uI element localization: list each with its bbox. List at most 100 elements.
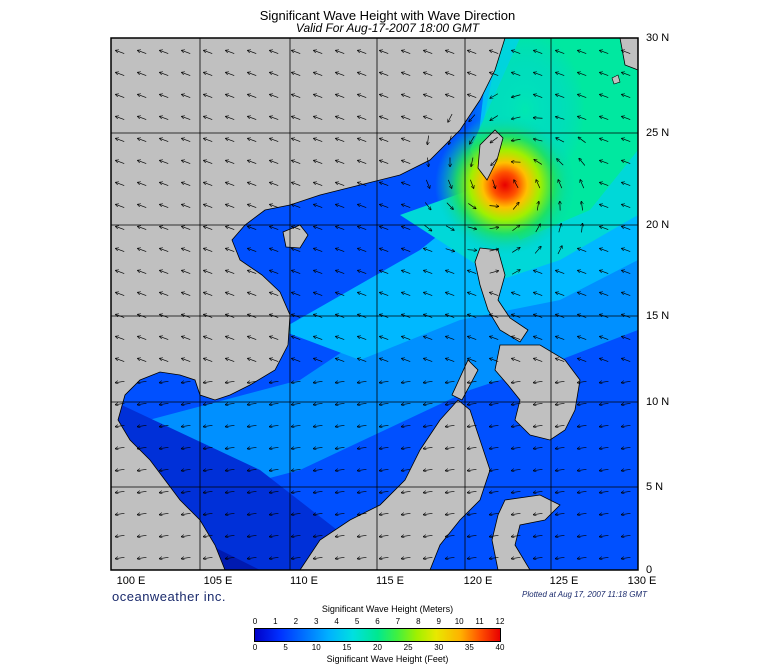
wave-arrow — [182, 469, 191, 470]
wave-arrow — [424, 292, 433, 296]
wave-arrow — [490, 491, 499, 492]
wave-arrow — [402, 94, 411, 98]
wave-arrow — [270, 336, 279, 340]
colorbar-feet-tick: 40 — [495, 643, 505, 652]
wave-arrow — [226, 248, 235, 252]
wave-arrow — [160, 94, 169, 98]
wave-arrow — [226, 314, 235, 318]
wave-arrow — [512, 535, 521, 536]
wave-arrow — [314, 248, 323, 252]
wave-arrow — [160, 336, 169, 340]
wave-arrow — [160, 314, 169, 318]
wave-arrow — [424, 248, 433, 252]
wave-arrow — [336, 469, 345, 470]
wave-arrow — [270, 314, 279, 318]
wave-arrow — [314, 116, 323, 120]
wave-arrow — [138, 425, 147, 426]
wave-arrow — [182, 403, 191, 404]
wave-arrow — [270, 358, 279, 362]
wave-arrow — [556, 336, 565, 340]
wave-arrow — [490, 292, 499, 296]
wave-arrow — [512, 381, 521, 382]
wave-arrow — [424, 224, 431, 231]
wave-arrow — [336, 226, 345, 230]
wave-arrow — [358, 358, 367, 362]
wave-arrow — [182, 94, 191, 98]
wave-arrow — [380, 94, 389, 98]
wave-arrow — [358, 314, 367, 318]
wave-arrow — [578, 292, 587, 296]
wave-arrow — [116, 513, 125, 514]
wave-arrow — [468, 292, 477, 296]
wave-arrow — [358, 403, 367, 404]
wave-arrow — [204, 270, 213, 274]
wave-arrow — [204, 292, 213, 296]
wave-arrow — [336, 72, 345, 76]
wave-arrow — [182, 248, 191, 252]
wave-direction-arrows — [116, 50, 631, 558]
wave-arrow — [314, 160, 323, 164]
wave-arrow — [138, 292, 147, 296]
wave-arrow — [380, 336, 389, 340]
wave-arrow — [292, 138, 301, 142]
land-luzon — [474, 247, 529, 343]
wave-arrow — [314, 403, 323, 404]
wave-arrow — [402, 336, 411, 340]
wave-arrow — [511, 270, 520, 275]
wave-arrow — [512, 116, 521, 119]
wave-arrow — [204, 469, 213, 470]
wave-arrow — [556, 447, 565, 448]
wave-arrow — [490, 72, 499, 76]
wave-arrow — [182, 182, 191, 186]
wave-arrow — [292, 469, 301, 470]
wave-arrow — [358, 94, 367, 98]
wave-arrow — [182, 381, 191, 382]
wave-arrow — [270, 226, 279, 230]
wave-arrow — [138, 535, 147, 536]
wave-arrow — [226, 50, 235, 54]
wave-arrow — [314, 292, 323, 296]
wave-arrow — [424, 491, 433, 492]
lon-label: 125 E — [549, 575, 579, 587]
wave-arrow — [534, 270, 543, 274]
wave-arrow — [204, 403, 213, 404]
wave-arrow — [314, 381, 323, 382]
wave-arrow — [314, 270, 323, 274]
wave-arrow — [380, 248, 389, 252]
wave-arrow — [270, 381, 279, 382]
wave-arrow — [402, 403, 411, 404]
wave-arrow — [226, 469, 235, 470]
wave-arrow — [468, 336, 477, 340]
wave-arrow — [226, 226, 235, 230]
lon-label: 105 E — [203, 575, 233, 587]
wave-arrow — [270, 491, 279, 492]
wave-arrow — [446, 447, 455, 448]
colorbar-feet-title: Significant Wave Height (Feet) — [326, 654, 449, 664]
wave-arrow — [402, 160, 411, 164]
wave-arrow — [336, 270, 345, 274]
colorbar-meters-tick: 1 — [273, 617, 278, 626]
wave-arrow — [248, 469, 257, 470]
wave-arrow — [424, 270, 433, 274]
wave-arrow — [116, 160, 125, 164]
wave-arrow — [204, 182, 213, 186]
wave-arrow — [226, 292, 235, 296]
wave-arrow — [534, 557, 543, 558]
land-philippines-south — [494, 344, 581, 441]
land-taiwan — [477, 129, 504, 181]
land-hainan — [282, 224, 309, 249]
wave-arrow — [490, 425, 499, 426]
wave-arrow — [204, 381, 213, 382]
wave-arrow — [446, 314, 455, 318]
wave-arrow — [182, 50, 191, 54]
wave-arrow — [534, 292, 543, 296]
wave-arrow — [248, 491, 257, 492]
wave-arrow — [449, 135, 452, 145]
wave-arrow — [622, 403, 631, 404]
wave-arrow — [600, 248, 609, 252]
wave-arrow — [182, 160, 191, 164]
wave-arrow — [248, 314, 257, 318]
wave-arrow — [534, 469, 543, 470]
wave-arrow — [556, 72, 565, 76]
wave-arrow — [226, 94, 235, 98]
